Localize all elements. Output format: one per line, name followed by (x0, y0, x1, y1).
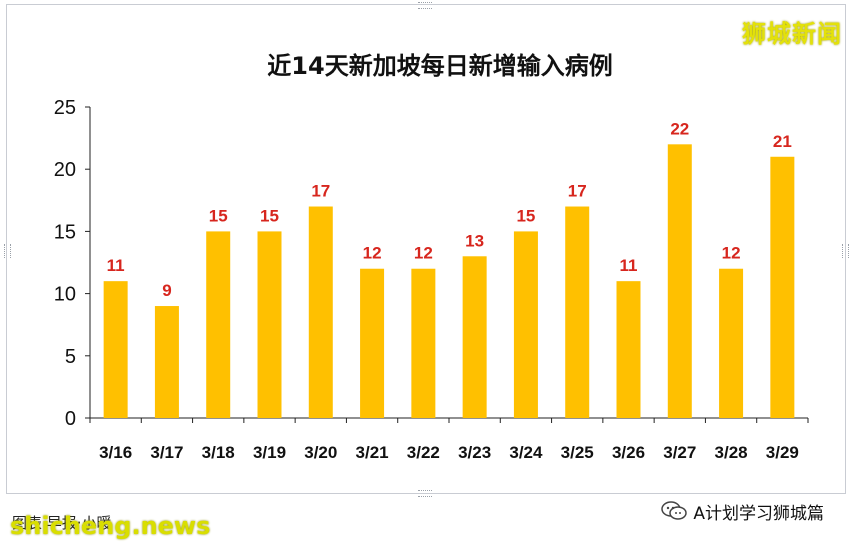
bar-3/24 (513, 231, 538, 418)
bar-3/26 (616, 281, 641, 418)
x-tick-label: 3/28 (715, 443, 748, 462)
x-tick-label: 3/21 (356, 443, 389, 462)
x-tick-label: 3/19 (253, 443, 286, 462)
data-label: 15 (516, 206, 535, 225)
bar-3/22 (411, 268, 436, 418)
y-tick-label: 15 (54, 221, 76, 243)
wechat-account[interactable]: A计划学习狮城篇 (661, 500, 824, 524)
site-watermark: shicheng.news (10, 512, 211, 540)
bar-3/28 (719, 268, 744, 418)
bar-3/23 (462, 256, 487, 418)
data-label: 13 (465, 231, 484, 250)
bar-3/27 (667, 144, 692, 418)
y-tick-label: 10 (54, 284, 76, 306)
y-tick-label: 5 (65, 346, 76, 368)
wechat-icon (661, 501, 688, 521)
bar-3/17 (154, 306, 179, 418)
resize-handle-right[interactable] (842, 244, 849, 258)
data-label: 11 (107, 256, 125, 275)
x-tick-label: 3/24 (509, 443, 543, 462)
x-tick-label: 3/29 (766, 443, 799, 462)
x-tick-label: 3/26 (612, 443, 645, 462)
x-tick-label: 3/25 (561, 443, 594, 462)
bars (103, 144, 795, 418)
bar-3/19 (257, 231, 282, 418)
data-label: 12 (363, 244, 382, 263)
bar-3/29 (770, 156, 795, 418)
bar-3/20 (308, 206, 333, 418)
source-text: 图表·早报·小暖 (12, 514, 112, 532)
x-tick-label: 3/27 (663, 443, 696, 462)
x-tick-label: 3/20 (304, 443, 337, 462)
bar-3/25 (565, 206, 590, 418)
bar-3/21 (360, 268, 385, 418)
x-tick-label: 3/16 (99, 443, 132, 462)
y-tick-label: 0 (65, 408, 76, 430)
data-label: 9 (162, 281, 171, 300)
data-label: 12 (722, 244, 741, 263)
data-label: 11 (620, 256, 638, 275)
data-label: 17 (311, 182, 330, 201)
resize-handle-top[interactable] (418, 2, 432, 9)
y-tick-label: 25 (54, 97, 76, 119)
data-label: 12 (414, 244, 433, 263)
x-tick-label: 3/17 (150, 443, 183, 462)
resize-handle-bottom[interactable] (418, 490, 432, 497)
chart-title: 近14天新加坡每日新增输入病例 (267, 52, 612, 80)
x-tick-label: 3/23 (458, 443, 491, 462)
watermark-brand: 狮城新闻 (742, 20, 842, 48)
bar-3/18 (206, 231, 231, 418)
bar-3/16 (103, 281, 128, 418)
resize-handle-left[interactable] (4, 244, 11, 258)
data-labels: 3/16 11 3/17 9 3/18 15 3/19 15 3/20 17 3/21 12 3/22 1… (99, 119, 799, 462)
data-label: 22 (670, 119, 689, 138)
x-tick-label: 3/22 (407, 443, 440, 462)
y-tick-label: 20 (54, 159, 76, 181)
wechat-label: A计划学习狮城篇 (693, 503, 824, 524)
x-tick-label: 3/18 (202, 443, 235, 462)
axes: 0 5 10 15 20 25 (54, 97, 809, 430)
data-label: 15 (260, 206, 279, 225)
data-label: 17 (568, 182, 587, 201)
data-label: 15 (209, 206, 228, 225)
data-label: 21 (773, 132, 792, 151)
